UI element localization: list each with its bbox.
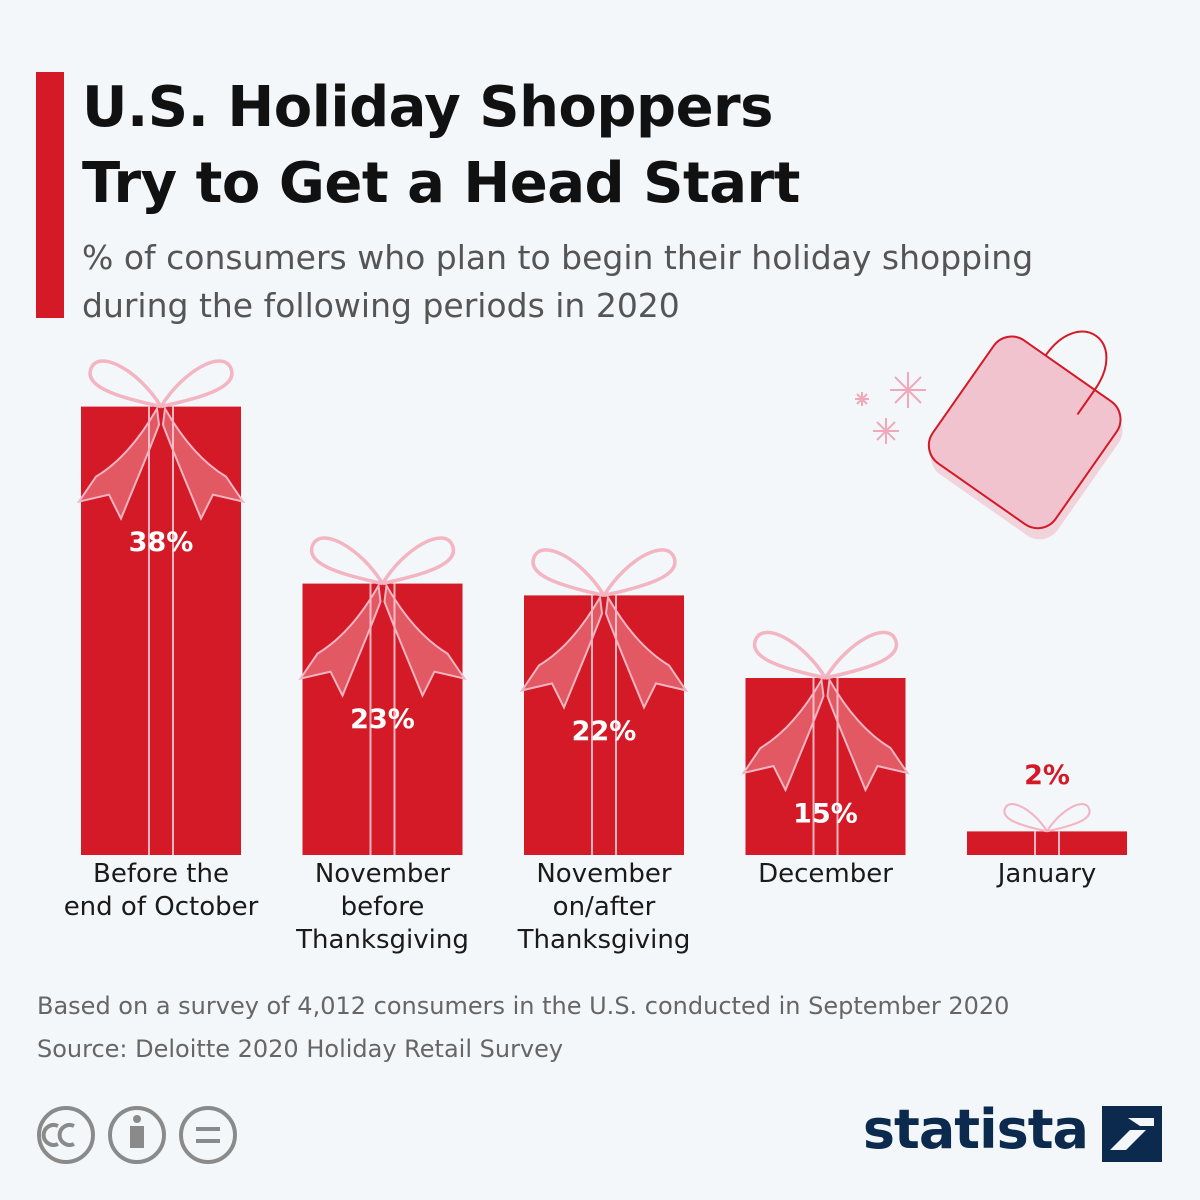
value-label: 22% xyxy=(572,716,637,747)
ribbon-tail xyxy=(826,676,910,793)
x-tick-label: Before the end of October xyxy=(63,859,259,922)
ribbon-tail xyxy=(519,594,604,710)
bow-loop xyxy=(1003,803,1048,833)
bow-loop xyxy=(159,359,234,409)
x-tick-label: November before Thanksgiving xyxy=(296,859,469,955)
bow-loop xyxy=(1046,803,1091,833)
bar xyxy=(524,595,684,855)
gift-decoration xyxy=(88,359,234,409)
bow-loop xyxy=(309,536,384,586)
x-tick-label: December xyxy=(758,859,893,889)
chart-subtitle: % of consumers who plan to begin their h… xyxy=(82,238,1034,325)
bow-loop xyxy=(381,536,456,586)
ribbon-tail xyxy=(161,405,246,522)
chart-title: U.S. Holiday Shoppers Try to Get a Head … xyxy=(82,75,800,216)
bow-loop xyxy=(602,548,677,598)
gift-decoration xyxy=(1003,803,1091,833)
x-tick-label: January xyxy=(997,859,1097,889)
ribbon-tail xyxy=(383,582,467,699)
bar xyxy=(81,406,241,855)
value-label: 23% xyxy=(350,704,415,735)
note: Based on a survey of 4,012 consumers in … xyxy=(37,992,1010,1020)
ribbon-tail xyxy=(604,594,689,710)
ribbon-tails xyxy=(519,594,689,710)
sparkles xyxy=(855,372,926,444)
gift-decoration xyxy=(752,630,899,680)
ribbon-tail xyxy=(76,405,161,522)
value-label: 15% xyxy=(793,799,858,830)
ribbon-tails xyxy=(76,405,246,522)
gift-decoration xyxy=(309,536,456,586)
shopping-bag xyxy=(927,330,1123,540)
ribbon xyxy=(148,406,174,855)
bow-loop xyxy=(88,359,163,409)
gift-decoration xyxy=(531,548,677,598)
source: Source: Deloitte 2020 Holiday Retail Sur… xyxy=(37,1035,564,1063)
bow-loop xyxy=(531,548,606,598)
ribbon-tail xyxy=(298,582,382,699)
ribbon xyxy=(1034,831,1060,855)
accent-bar xyxy=(36,72,64,318)
bar xyxy=(302,583,463,855)
brand-logo xyxy=(1102,1106,1162,1162)
ribbon-tails xyxy=(741,676,910,793)
ribbon-tails xyxy=(298,582,467,699)
x-tick-label: November on/after Thanksgiving xyxy=(517,859,691,955)
license-icons xyxy=(37,1106,237,1164)
bow-loop xyxy=(752,630,827,680)
value-label: 2% xyxy=(1024,760,1070,791)
value-label: 38% xyxy=(129,527,194,558)
ribbon xyxy=(812,678,839,855)
bow-loop xyxy=(824,630,899,680)
ribbon-tail xyxy=(741,676,825,793)
bar xyxy=(967,831,1127,855)
brand: statista xyxy=(862,1098,1089,1161)
